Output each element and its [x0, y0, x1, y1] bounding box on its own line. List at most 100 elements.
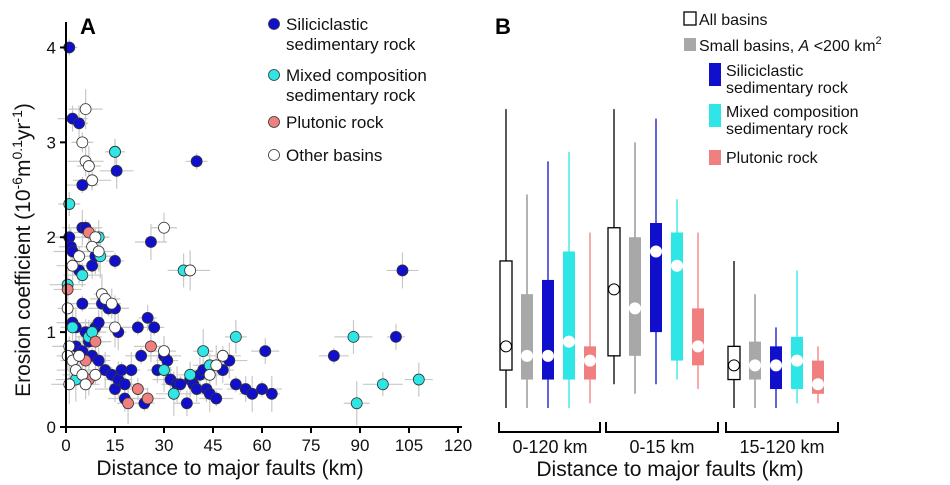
data-point-siliciclastic	[115, 364, 128, 376]
data-point-siliciclastic	[109, 255, 121, 267]
legend-other-marker	[268, 149, 280, 161]
panel-a-x-ticks: 0 15 30 45 60 75 90 105 120	[61, 427, 472, 455]
data-point-siliciclastic	[92, 354, 105, 367]
median-marker-plutonic	[812, 378, 824, 391]
y-tick-label: 0	[47, 418, 56, 437]
data-point-mixed	[76, 269, 89, 282]
data-point-mixed	[197, 345, 210, 357]
box-siliciclastic	[650, 223, 662, 333]
panel-b-boxes	[499, 109, 824, 409]
panel-b-box-plot: B All basins Small basins, A <200 km2 Si…	[495, 11, 882, 481]
x-tick-label: 105	[395, 436, 423, 455]
bracket-15-120	[725, 422, 839, 433]
data-point-mixed	[347, 330, 360, 343]
data-point-siliciclastic	[145, 236, 157, 248]
legend-b-plutonic-label: Plutonic rock	[726, 150, 819, 167]
data-point-siliciclastic	[92, 316, 105, 329]
panel-a-data-points	[61, 41, 425, 410]
panel-a-y-ticks: 0 1 2 3 4	[47, 38, 66, 437]
box-small-basins	[521, 294, 533, 380]
data-point-siliciclastic	[73, 117, 85, 130]
data-point-other	[73, 349, 85, 362]
box-plutonic	[692, 308, 704, 366]
median-marker-mixed	[563, 335, 575, 348]
legend-siliciclastic-box-marker	[709, 63, 721, 86]
legend-mixed-line2: sedimentary rock	[286, 86, 416, 105]
legend-siliciclastic-marker	[268, 18, 280, 30]
legend-all-basins-label: All basins	[699, 12, 767, 29]
legend-plutonic-label: Plutonic rock	[286, 113, 384, 132]
data-point-mixed	[350, 397, 363, 410]
legend-mixed-box-marker	[709, 104, 721, 127]
group-label-0-15: 0-15 km	[629, 437, 694, 457]
group-label-0-120: 0-120 km	[512, 437, 587, 457]
y-tick-label: 4	[47, 38, 56, 57]
median-marker-small-basins	[629, 302, 641, 315]
data-point-mixed	[229, 330, 242, 343]
data-point-other	[61, 302, 74, 315]
panel-a-scatter-plot: A Erosion coefficient (10-6m0.1yr-1) 012…	[9, 14, 472, 480]
data-point-siliciclastic	[190, 383, 203, 395]
legend-b-mixed-line2: sedimentary rock	[726, 121, 849, 138]
data-point-mixed	[66, 321, 79, 334]
data-point-mixed	[184, 368, 197, 381]
data-point-siliciclastic	[135, 349, 148, 362]
data-point-mixed	[167, 387, 180, 400]
data-point-plutonic	[131, 383, 144, 395]
data-point-other	[216, 349, 229, 362]
box-mixed	[563, 251, 575, 380]
box-mixed	[671, 232, 683, 361]
data-point-mixed	[158, 364, 170, 376]
data-point-other	[92, 245, 105, 258]
data-point-other	[73, 250, 85, 263]
data-point-siliciclastic	[327, 349, 340, 362]
data-point-mixed	[109, 145, 121, 158]
legend-mixed-marker	[268, 69, 280, 81]
data-point-other	[105, 297, 118, 310]
box-siliciclastic	[542, 279, 554, 380]
legend-siliciclastic-line2: sedimentary rock	[286, 35, 416, 54]
data-point-siliciclastic	[110, 164, 123, 177]
median-marker-mixed	[671, 259, 683, 272]
panel-b-legend: All basins Small basins, A <200 km2 Sili…	[683, 11, 882, 167]
median-marker-all-basins	[728, 359, 740, 372]
data-point-siliciclastic	[256, 383, 268, 395]
legend-plutonic-box-marker	[709, 150, 721, 165]
data-point-siliciclastic	[246, 387, 259, 400]
data-point-other	[203, 368, 216, 381]
data-point-siliciclastic	[131, 321, 144, 334]
data-point-siliciclastic	[76, 297, 89, 310]
x-tick-label: 45	[204, 436, 223, 455]
panel-a-y-axis-title: Erosion coefficient (10-6m0.1yr-1)	[9, 103, 35, 397]
data-point-plutonic	[122, 397, 134, 410]
median-marker-siliciclastic	[650, 245, 662, 258]
median-marker-siliciclastic	[542, 349, 554, 362]
x-tick-label: 120	[444, 436, 472, 455]
x-tick-label: 90	[351, 436, 370, 455]
data-point-siliciclastic	[190, 155, 203, 168]
data-point-mixed	[412, 373, 425, 386]
legend-small-basins-label: Small basins, A <200 km2	[699, 35, 882, 55]
legend-other-label: Other basins	[286, 146, 382, 165]
data-point-siliciclastic	[148, 321, 161, 334]
data-point-other	[184, 264, 197, 277]
legend-mixed-line1: Mixed composition	[286, 66, 427, 85]
legend-small-basins-marker	[684, 38, 696, 51]
x-tick-label: 75	[302, 436, 321, 455]
median-marker-all-basins	[608, 283, 620, 296]
data-point-other	[86, 174, 99, 187]
data-point-siliciclastic	[390, 330, 402, 343]
data-point-plutonic	[141, 392, 154, 405]
data-point-plutonic	[61, 283, 74, 296]
data-point-siliciclastic	[174, 378, 187, 391]
data-point-siliciclastic	[141, 311, 154, 324]
median-marker-small-basins	[749, 359, 761, 372]
data-point-other	[79, 103, 92, 116]
median-marker-plutonic	[584, 354, 596, 367]
x-tick-label: 0	[61, 436, 70, 455]
median-marker-siliciclastic	[770, 359, 782, 372]
data-point-other	[76, 136, 89, 149]
panel-b-group-brackets	[498, 422, 839, 433]
median-marker-plutonic	[692, 340, 704, 353]
